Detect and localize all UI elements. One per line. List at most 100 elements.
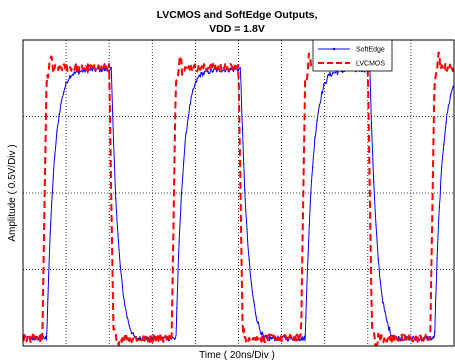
series-point-softedge [314, 137, 316, 139]
legend: SoftEdge LVCMOS [312, 39, 393, 72]
series-point-softedge [60, 101, 63, 103]
series-point-softedge [452, 86, 454, 89]
series-point-softedge [309, 200, 312, 203]
series-point-softedge [445, 121, 447, 124]
series-point-softedge [305, 317, 307, 319]
series-point-softedge [244, 189, 246, 192]
series-point-softedge [58, 113, 60, 115]
chart-title-line-2: VDD = 1.8V [209, 23, 265, 35]
series-point-softedge [440, 167, 443, 169]
series-point-softedge [180, 193, 183, 196]
chart-title-line-1: LVCMOS and SoftEdge Outputs, [157, 9, 318, 21]
series-point-softedge [436, 257, 438, 259]
series-point-softedge [99, 70, 101, 73]
series-point-softedge [434, 331, 436, 333]
series-point-softedge [189, 103, 192, 105]
series-point-softedge [201, 72, 203, 74]
series-point-softedge [72, 73, 74, 76]
series-line-lvcmos [22, 51, 455, 347]
series-point-softedge [298, 339, 300, 342]
series-point-softedge [397, 335, 400, 338]
series-point-softedge [130, 332, 133, 335]
series-point-softedge [248, 259, 250, 261]
legend-box [312, 39, 393, 72]
series-point-softedge [370, 122, 373, 125]
series-point-softedge [198, 74, 201, 76]
series-point-softedge [373, 181, 375, 183]
series-point-softedge [255, 315, 257, 317]
series-point-softedge [56, 130, 58, 132]
series-point-softedge [262, 333, 264, 335]
series-point-softedge [67, 79, 69, 81]
series-point-softedge [318, 104, 321, 106]
series-point-softedge [115, 197, 117, 200]
series-point-softedge [330, 74, 332, 77]
series-point-softedge [300, 338, 303, 341]
series-point-softedge [287, 340, 289, 342]
series-point-softedge [117, 234, 119, 237]
series-point-softedge [207, 72, 210, 75]
series-point-softedge [327, 73, 330, 76]
series-point-softedge [384, 311, 386, 313]
series-point-softedge [431, 338, 434, 340]
series-point-softedge [74, 72, 76, 74]
y-axis-label: Amplitude ( 0.5V/Div ) [7, 144, 18, 241]
series-point-softedge [53, 155, 56, 157]
legend-label-softedge: SoftEdge [356, 47, 385, 54]
series-point-softedge [228, 71, 230, 73]
series-point-softedge [336, 73, 339, 76]
series-point-softedge [271, 336, 273, 339]
series-point-softedge [268, 339, 271, 342]
series-point-softedge [81, 69, 83, 72]
series-point-softedge [44, 335, 47, 338]
series-point-softedge [128, 325, 131, 327]
series-point-softedge [63, 91, 65, 93]
series-point-softedge [302, 337, 305, 340]
series-point-softedge [377, 258, 379, 261]
series-point-softedge [103, 69, 106, 72]
series-point-softedge [124, 305, 126, 307]
series-point-softedge [237, 70, 239, 73]
series-point-softedge [449, 94, 452, 96]
series-point-softedge [259, 332, 262, 335]
series-point-softedge [69, 77, 72, 79]
series-point-softedge [119, 265, 122, 268]
legend-marker-softedge [332, 47, 336, 51]
series-point-softedge [173, 338, 176, 340]
series-point-softedge [176, 307, 178, 309]
series-point-softedge [110, 66, 112, 69]
series-point-softedge [316, 119, 318, 122]
series-point-softedge [246, 228, 248, 230]
series-point-softedge [386, 320, 388, 323]
series-point-softedge [388, 326, 391, 329]
series-point-softedge [375, 224, 377, 226]
series-point-softedge [194, 83, 196, 86]
series-point-softedge [185, 132, 187, 135]
series-point-softedge [382, 302, 384, 304]
series-point-softedge [126, 316, 128, 319]
series-point-softedge [230, 68, 232, 71]
series-point-softedge [257, 321, 260, 323]
series-point-softedge [447, 104, 450, 107]
series-point-softedge [121, 286, 124, 288]
series-point-softedge [323, 83, 325, 85]
legend-label-lvcmos: LVCMOS [356, 61, 385, 68]
series-point-softedge [443, 143, 445, 146]
series-point-softedge [187, 116, 189, 119]
series-point-softedge [232, 70, 235, 73]
series-point-softedge [320, 91, 323, 93]
series-point-softedge [332, 71, 334, 74]
series-point-softedge [250, 283, 253, 286]
series-point-softedge [379, 281, 382, 283]
series-point-softedge [311, 166, 314, 169]
series-point-softedge [307, 253, 309, 256]
x-axis-label: Time ( 20ns/Div ) [199, 350, 275, 361]
series-point-softedge [182, 161, 185, 163]
series-point-softedge [239, 67, 241, 69]
series-point-softedge [112, 139, 115, 142]
series-point-softedge [49, 233, 51, 235]
series-point-softedge [101, 70, 103, 72]
series-point-softedge [219, 70, 221, 73]
series-point-softedge [212, 71, 214, 73]
